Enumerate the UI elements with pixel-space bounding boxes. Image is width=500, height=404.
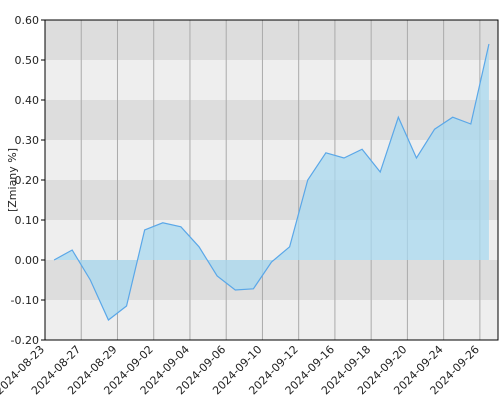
y-tick-label: 0.40 <box>15 94 40 107</box>
y-tick-label: 0.50 <box>15 54 40 67</box>
plot <box>53 43 490 321</box>
y-tick-label: 0.10 <box>15 214 40 227</box>
band <box>45 60 498 100</box>
y-tick-label: 0.60 <box>15 14 40 27</box>
series-line <box>53 43 490 321</box>
y-tick-label: 0.00 <box>15 254 40 267</box>
area-fill <box>54 44 489 320</box>
band <box>45 100 498 140</box>
plot-frame <box>44 19 499 341</box>
y-tick-label: -0.20 <box>11 334 39 347</box>
y-tick-label: -0.10 <box>11 294 39 307</box>
y-tick-label: 0.30 <box>15 134 40 147</box>
y-axis-label: [Zmiany %] <box>6 148 19 212</box>
band <box>45 20 498 60</box>
y-tick-label: 0.20 <box>15 174 40 187</box>
